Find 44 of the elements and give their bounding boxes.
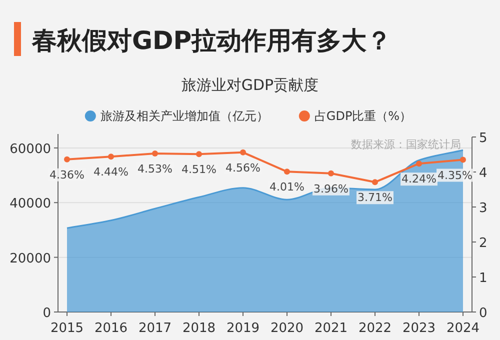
legend-label: 占GDP比重（%） [314, 109, 412, 123]
y2-tick-label: 2 [479, 236, 488, 251]
point [196, 151, 202, 158]
x-tick-label: 2015 [50, 321, 84, 336]
data-label: 4.01% [270, 180, 304, 194]
point [328, 170, 334, 176]
point [284, 168, 290, 175]
annotation: 数据来源：国家统计局 [351, 138, 461, 151]
x-tick-label: 2017 [138, 321, 172, 336]
y2-tick-label: 3 [479, 201, 488, 216]
y-tick-label: 0 [42, 306, 51, 321]
data-label: 4.51% [182, 163, 216, 176]
data-label: 4.24% [402, 172, 436, 186]
y2-tick-label: 4 [479, 166, 488, 181]
legend-label: 旅游及相关产业增加值（亿元） [100, 109, 268, 123]
y2-tick-label: 1 [479, 271, 488, 286]
point [108, 154, 114, 160]
data-label: 3.71% [358, 191, 392, 204]
point [460, 156, 466, 163]
x-tick-label: 2022 [358, 321, 392, 336]
chart-title: 春秋假对GDP拉动作用有多大？ [31, 26, 392, 55]
point [64, 156, 70, 162]
y2-tick-label: 0 [479, 306, 488, 321]
data-label: 4.56% [226, 161, 260, 174]
x-tick-label: 2016 [94, 321, 128, 336]
x-tick-label: 2020 [270, 321, 304, 336]
data-label: 4.35% [438, 168, 472, 182]
y-tick-label: 60000 [10, 142, 51, 157]
data-label: 4.44% [94, 166, 128, 179]
point [416, 160, 422, 167]
x-tick-label: 2024 [446, 321, 480, 336]
point [240, 149, 246, 156]
y2-tick-label: 5 [479, 131, 488, 146]
x-tick-label: 2021 [314, 321, 348, 336]
data-label: 4.36% [50, 168, 84, 182]
chart-subtitle: 旅游业对GDP贡献度 [181, 76, 319, 94]
x-tick-label: 2018 [182, 321, 216, 336]
y-tick-label: 40000 [10, 196, 51, 212]
x-tick-label: 2019 [226, 321, 260, 336]
x-tick-label: 2023 [402, 321, 436, 336]
point [152, 150, 158, 156]
data-label: 4.53% [138, 162, 172, 176]
point [372, 179, 378, 186]
y-tick-label: 20000 [10, 251, 51, 266]
